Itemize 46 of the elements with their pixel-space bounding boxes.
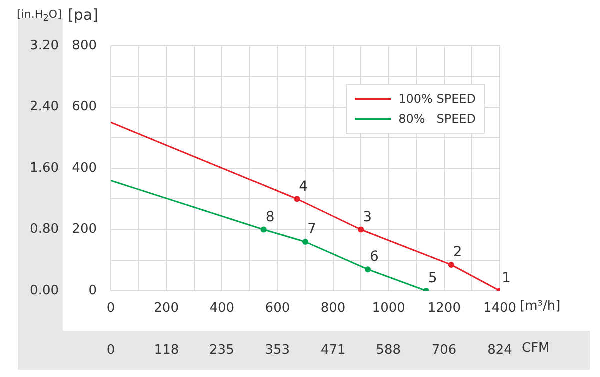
x-tick-label: 1000 xyxy=(372,301,406,316)
x2-tick-label: 235 xyxy=(210,343,234,358)
y-tick-label: 400 xyxy=(72,160,97,176)
y-axis-title: [pa] xyxy=(68,6,98,24)
x2-axis-title: CFM xyxy=(522,341,550,356)
y-tick-label: 200 xyxy=(72,222,97,238)
y-tick-label: 600 xyxy=(72,100,97,115)
annotation: 2 xyxy=(453,244,462,261)
x-tick-label: 0 xyxy=(106,301,116,316)
annotation: 8 xyxy=(266,209,275,226)
legend-label: 100% SPEED xyxy=(398,92,476,106)
legend-label: 80% SPEED xyxy=(398,112,476,126)
annotation: 5 xyxy=(428,270,438,287)
point xyxy=(260,226,267,233)
point xyxy=(294,196,300,202)
x-tick-label: 600 xyxy=(265,301,290,316)
x2-tick-label: 471 xyxy=(320,343,346,358)
x2-tick-label: 824 xyxy=(488,343,512,358)
x-tick-label: 1200 xyxy=(428,301,461,316)
x2-tick-label: 353 xyxy=(265,343,290,358)
point xyxy=(358,226,364,233)
annotation: 6 xyxy=(370,249,380,266)
point xyxy=(448,262,454,268)
y2-tick-label: 3.20 xyxy=(30,38,59,54)
y2-axis-title: [in.H$_{2}$O] xyxy=(17,8,62,24)
x2-tick-label: 588 xyxy=(376,343,401,358)
annotation: 1 xyxy=(502,270,511,287)
y2-tick-label: 0.80 xyxy=(30,222,59,238)
x-tick-label: 200 xyxy=(154,301,179,316)
y2-tick-label: 2.40 xyxy=(30,100,59,115)
point xyxy=(302,239,308,245)
annotation: 3 xyxy=(363,209,372,226)
x-axis-title: [m³/h] xyxy=(520,299,561,314)
x-tick-label: 400 xyxy=(210,301,235,316)
x2-tick-label: 706 xyxy=(432,343,457,358)
y-tick-label: 0 xyxy=(88,283,97,298)
x-tick-label: 1400 xyxy=(483,301,517,316)
x2-tick-label: 0 xyxy=(106,343,116,358)
x-tick-label: 800 xyxy=(320,301,346,316)
y2-tick-label: 1.60 xyxy=(30,160,59,176)
annotation: 7 xyxy=(308,222,316,238)
point xyxy=(365,266,372,273)
y-tick-label: 800 xyxy=(72,38,97,54)
x2-tick-label: 118 xyxy=(154,343,180,358)
y2-tick-label: 0.00 xyxy=(30,283,59,298)
annotation: 4 xyxy=(299,178,308,195)
